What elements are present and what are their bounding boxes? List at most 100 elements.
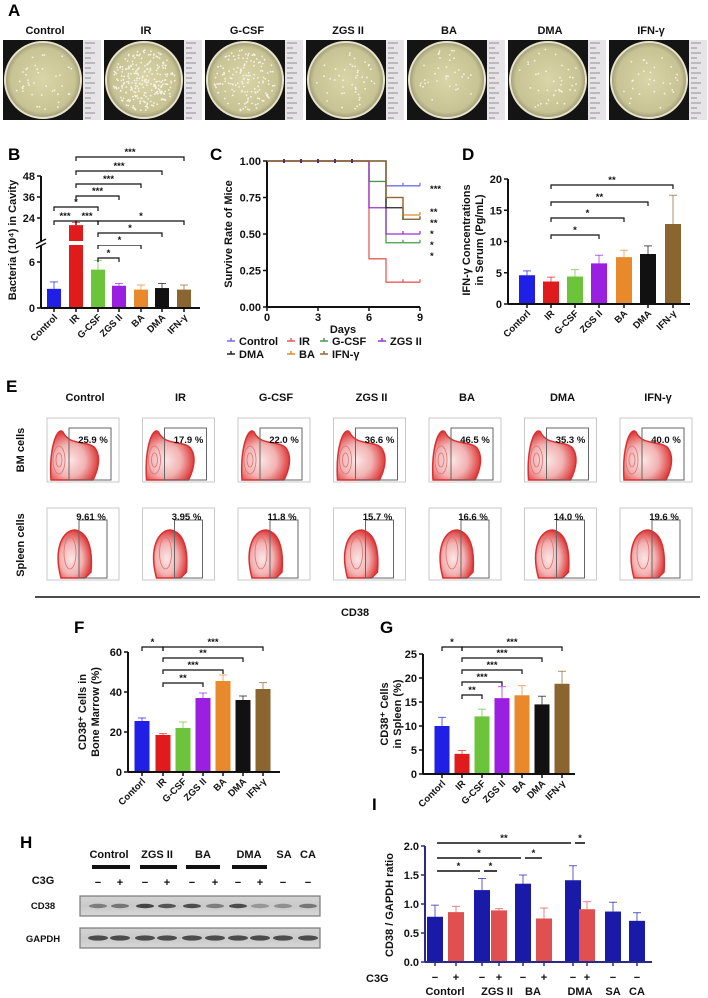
colony: [271, 85, 274, 87]
x-tick-label: Contorl: [116, 776, 148, 808]
gate: [546, 427, 589, 481]
colony: [242, 66, 245, 69]
colony: [453, 57, 455, 60]
x-tick-label: G-CSF: [552, 308, 581, 337]
colony: [261, 55, 264, 58]
colony: [423, 64, 425, 67]
gate: [641, 427, 685, 481]
colony: [455, 88, 457, 91]
colony: [547, 99, 550, 101]
colony: [343, 69, 346, 71]
colony: [139, 53, 141, 56]
spleen-flow-plot: 15.7 %: [333, 507, 406, 581]
y-tick-label: 0.50: [240, 229, 261, 241]
colony: [33, 82, 35, 84]
significance-bracket: [75, 156, 185, 161]
colony: [219, 65, 222, 67]
colony: [237, 57, 240, 60]
colony: [235, 71, 238, 73]
group-label: SA: [605, 986, 620, 998]
significance-bracket: [461, 694, 483, 699]
colony: [130, 86, 133, 88]
colony: [237, 66, 239, 69]
colony: [342, 86, 344, 88]
colony: [342, 79, 344, 82]
column-label: BA: [459, 392, 475, 404]
legend-label: ZGS II: [390, 336, 422, 348]
colony: [676, 79, 679, 82]
x-tick-label: 3: [315, 312, 321, 324]
colony: [121, 87, 124, 89]
column-label: DMA: [550, 392, 575, 404]
colony: [244, 53, 247, 55]
c3g-sign: +: [164, 877, 170, 889]
bm-flow-plot: 35.3 %: [524, 417, 597, 483]
significance-bracket: [550, 217, 625, 222]
bar: [454, 753, 470, 774]
ruler: [386, 40, 404, 120]
colony: [258, 89, 261, 91]
colony: [436, 80, 438, 82]
survival-line: [267, 160, 420, 187]
colony: [457, 88, 459, 90]
column-label: G-CSF: [259, 392, 294, 404]
group-label: BA: [525, 986, 541, 998]
significance-label: ***: [187, 660, 198, 671]
colony: [659, 106, 662, 109]
colony: [161, 79, 164, 82]
contour-ring: [339, 445, 352, 475]
gapdh-band: [110, 935, 130, 941]
bar: [565, 880, 581, 962]
colony: [148, 71, 151, 73]
colony: [224, 80, 227, 83]
colony: [247, 74, 250, 77]
colony: [145, 78, 148, 81]
colony: [122, 78, 125, 81]
bar: [591, 263, 607, 304]
colony: [558, 88, 560, 91]
colony: [140, 83, 143, 86]
colony: [59, 74, 61, 76]
colony: [140, 97, 142, 100]
c3g-sign: +: [496, 972, 502, 984]
colony: [149, 67, 152, 70]
y-tick-label: 0.0: [404, 957, 419, 969]
colony: [447, 75, 449, 78]
colony: [22, 85, 25, 88]
density-contour: [431, 430, 482, 481]
gate-percent: 9.61 %: [76, 512, 106, 523]
colony: [25, 68, 28, 71]
colony: [121, 99, 124, 102]
bar: [195, 698, 211, 772]
axis-break-mark: [35, 238, 47, 249]
bar: [543, 281, 559, 304]
colony: [51, 90, 54, 92]
significance-label: ***: [506, 637, 517, 648]
colony: [645, 62, 648, 64]
colony: [422, 85, 424, 88]
colony: [560, 79, 563, 82]
colony: [155, 69, 158, 72]
colony: [162, 83, 164, 86]
colony: [534, 106, 537, 108]
colony: [139, 102, 142, 105]
colony: [354, 91, 357, 93]
colony: [120, 96, 122, 99]
y-tick-label: 25: [405, 649, 417, 661]
gate-percent: 11.8 %: [267, 512, 297, 523]
gate-percent: 14.0 %: [554, 512, 584, 523]
colony: [132, 105, 135, 107]
y-tick-label: 1.5: [404, 870, 419, 882]
panel-letter-f: F: [74, 618, 84, 637]
colony: [264, 92, 267, 94]
colony: [133, 72, 136, 75]
colony: [70, 67, 73, 70]
plate-label: DMA: [537, 25, 562, 37]
petri-dish: [206, 41, 284, 119]
colony: [527, 63, 530, 66]
colony: [44, 108, 46, 110]
gate-percent: 17.9 %: [174, 435, 204, 446]
colony: [170, 73, 173, 75]
